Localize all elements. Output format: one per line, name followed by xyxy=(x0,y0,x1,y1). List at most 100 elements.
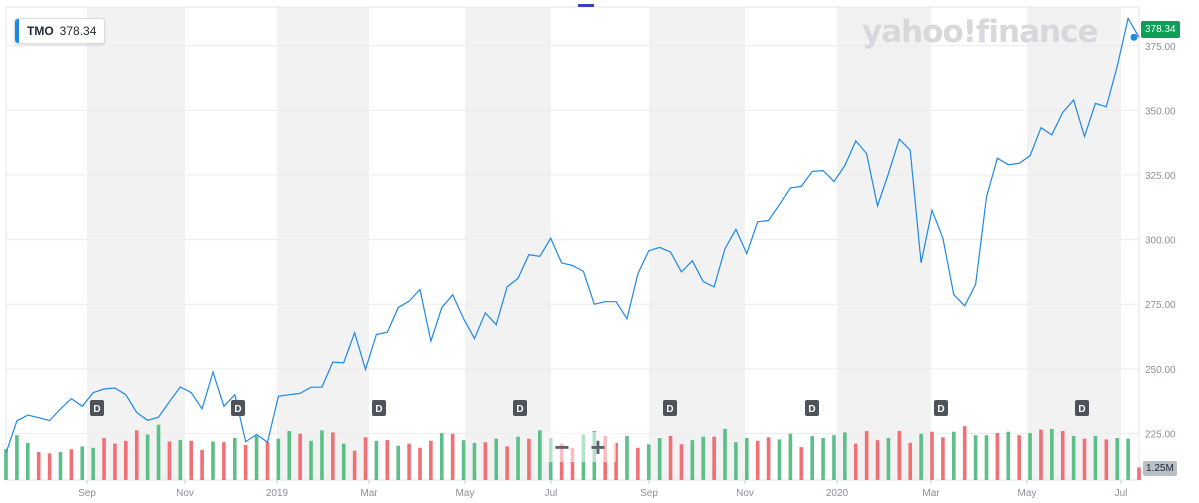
dividend-marker-label: D xyxy=(93,404,100,415)
volume-bar xyxy=(309,440,313,480)
volume-bar xyxy=(276,438,281,480)
dividend-marker xyxy=(934,400,948,416)
volume-bar xyxy=(494,438,499,480)
volume-bar xyxy=(178,440,183,480)
volume-bar xyxy=(200,449,204,480)
volume-bar xyxy=(1006,431,1011,480)
dividend-marker xyxy=(805,400,819,416)
volume-bar xyxy=(1071,435,1076,480)
ticker-price: 378.34 xyxy=(59,24,97,38)
last-price-tag: 378.34 xyxy=(1141,21,1180,38)
volume-bar xyxy=(951,431,956,480)
volume-bar xyxy=(102,438,106,480)
volume-bar xyxy=(1028,433,1032,480)
dividend-marker-label: D xyxy=(375,404,382,415)
volume-bar xyxy=(679,444,684,480)
volume-bar xyxy=(1082,438,1087,480)
volume-bar xyxy=(450,433,455,480)
dividend-marker xyxy=(231,400,245,416)
month-band xyxy=(465,7,551,480)
volume-bar xyxy=(897,431,902,480)
x-tick-label: Sep xyxy=(640,488,658,499)
dividend-marker xyxy=(663,400,677,416)
dividend-marker xyxy=(372,400,386,416)
volume-bar xyxy=(853,443,858,480)
volume-bar xyxy=(298,433,302,480)
volume-bar xyxy=(439,433,444,480)
volume-bar xyxy=(265,442,270,480)
month-band xyxy=(837,7,931,480)
volume-bar xyxy=(668,435,673,480)
volume-bar xyxy=(363,437,368,480)
volume-bar xyxy=(690,440,695,480)
x-tick-label: 2019 xyxy=(266,488,289,499)
volume-bar xyxy=(232,438,237,480)
volume-bar xyxy=(810,435,814,480)
volume-bar xyxy=(483,442,488,480)
volume-bar xyxy=(113,443,117,480)
y-tick-label: 325.00 xyxy=(1145,171,1176,182)
dividend-marker-label: D xyxy=(1078,404,1085,415)
volume-bar xyxy=(919,433,923,480)
zoom-in-button[interactable]: + xyxy=(590,432,606,462)
zoom-controls: − + xyxy=(544,432,616,462)
volume-bar xyxy=(984,435,989,480)
volume-bar xyxy=(701,436,706,480)
zoom-out-button[interactable]: − xyxy=(554,432,570,462)
volume-scale-tag: 1.25M xyxy=(1143,461,1177,476)
volume-bar xyxy=(320,430,324,480)
volume-bar xyxy=(243,445,248,480)
volume-bar xyxy=(36,452,41,480)
volume-bar xyxy=(908,442,913,480)
dividend-marker xyxy=(513,400,527,416)
range-selector-marker[interactable] xyxy=(578,4,594,7)
volume-bar xyxy=(91,447,95,480)
volume-bar xyxy=(352,450,357,480)
volume-bar xyxy=(69,449,74,480)
volume-bar xyxy=(799,447,804,480)
x-tick-label: May xyxy=(456,488,475,499)
month-band xyxy=(277,7,369,480)
volume-bar xyxy=(396,445,400,480)
dividend-marker xyxy=(90,400,104,416)
volume-bar xyxy=(777,439,782,480)
x-tick-label: Nov xyxy=(176,488,194,499)
volume-bar xyxy=(1115,438,1120,480)
volume-bar xyxy=(538,430,542,480)
volume-bar xyxy=(211,441,215,480)
volume-bar xyxy=(614,442,618,480)
volume-bar xyxy=(429,440,433,480)
volume-bar xyxy=(886,438,891,480)
volume-bar xyxy=(832,435,836,480)
volume-bar xyxy=(527,438,531,480)
volume-bar xyxy=(25,442,30,480)
volume-bar xyxy=(505,446,509,480)
volume-bar xyxy=(331,432,335,480)
volume-bar xyxy=(1126,438,1130,480)
volume-bar xyxy=(766,437,771,480)
volume-bar xyxy=(657,438,662,480)
volume-bar xyxy=(385,440,390,480)
volume-bar xyxy=(712,436,716,480)
x-tick-label: Nov xyxy=(736,488,754,499)
volume-bar xyxy=(145,434,150,480)
volume-bar xyxy=(1039,429,1043,480)
volume-bar xyxy=(287,431,292,480)
volume-bar xyxy=(156,424,161,480)
volume-bar xyxy=(472,442,477,480)
volume-bar xyxy=(973,435,978,480)
volume-bar xyxy=(995,433,1000,480)
series-color-swatch xyxy=(15,19,19,43)
volume-bar xyxy=(4,449,8,480)
ticker-symbol: TMO xyxy=(27,24,54,38)
volume-bar xyxy=(788,433,793,480)
y-tick-label: 375.00 xyxy=(1145,42,1176,53)
volume-bar xyxy=(843,432,847,480)
dividend-marker-label: D xyxy=(808,404,815,415)
volume-bar xyxy=(646,444,651,480)
volume-bar xyxy=(15,435,19,480)
volume-bar xyxy=(124,440,128,480)
dividend-marker-label: D xyxy=(666,404,673,415)
